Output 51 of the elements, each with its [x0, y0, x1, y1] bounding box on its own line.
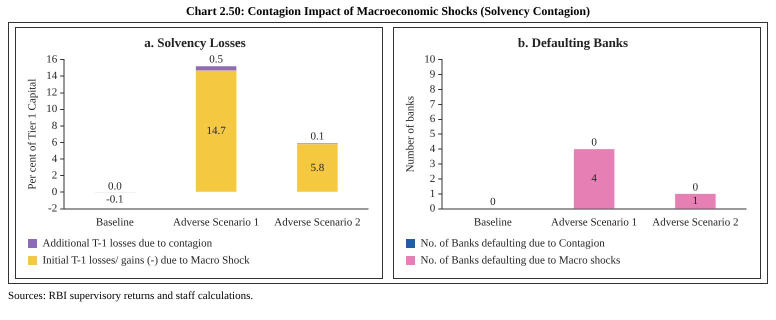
- data-label: 0.1: [310, 130, 324, 143]
- y-tick-label: 4: [52, 152, 58, 165]
- x-tick-label: Baseline: [96, 216, 134, 228]
- x-tick-label: Adverse Scenario 2: [274, 216, 360, 228]
- y-tick-label: 16: [46, 53, 58, 66]
- bar: [196, 70, 236, 192]
- x-tick-label: Adverse Scenario 1: [551, 216, 638, 228]
- y-tick-label: -2: [48, 202, 58, 215]
- data-label: 0.5: [209, 54, 224, 66]
- y-tick-label: 0: [430, 202, 436, 215]
- legend-label: No. of Banks defaulting due to Contagion: [420, 237, 606, 250]
- data-label: 4: [591, 172, 598, 185]
- x-tick-label: Baseline: [474, 216, 512, 228]
- y-tick-label: 10: [424, 53, 436, 66]
- bar: [297, 144, 338, 192]
- y-tick-label: 2: [430, 172, 436, 185]
- chart-title: b. Defaulting Banks: [518, 35, 628, 50]
- caption: Chart 2.50: Contagion Impact of Macroeconomic Shocks (Solvency Contagion): [184, 3, 592, 20]
- y-tick-label: 12: [46, 86, 58, 99]
- y-tick-label: 7: [430, 98, 436, 110]
- legend-label: Additional T-1 losses due to contagion: [42, 237, 213, 250]
- source-note: Sources: RBI supervisory returns and staff calculations.: [8, 290, 254, 302]
- y-tick-label: 1: [430, 188, 436, 200]
- data-label: -0.1: [106, 193, 124, 206]
- data-label: 5.8: [310, 162, 325, 174]
- y-tick-label: 3: [430, 158, 436, 170]
- y-tick-label: 14: [46, 70, 58, 82]
- y-tick-label: 10: [46, 103, 58, 116]
- data-label: 0: [591, 136, 598, 149]
- bar: [196, 66, 236, 70]
- y-tick-label: 9: [430, 68, 436, 80]
- data-label: 0.0: [108, 180, 122, 192]
- y-tick-label: 8: [52, 120, 58, 132]
- y-axis-title: Number of banks: [404, 96, 416, 172]
- y-tick-label: 2: [52, 170, 58, 182]
- data-label: 0: [490, 196, 496, 208]
- y-tick-label: 4: [430, 143, 436, 156]
- data-label: 14.7: [206, 124, 226, 137]
- y-axis-title: Per cent of Tier 1 Capital: [26, 78, 38, 190]
- x-tick-label: Adverse Scenario 1: [173, 216, 260, 228]
- x-tick-label: Adverse Scenario 2: [652, 216, 738, 228]
- legend-label: No. of Banks defaulting due to Macro shocks: [420, 254, 620, 266]
- y-tick-label: 8: [430, 83, 436, 96]
- y-tick-label: 5: [430, 128, 436, 140]
- data-label: 0: [692, 181, 699, 194]
- chart-title: a. Solvency Losses: [144, 35, 246, 50]
- legend-label: Initial T-1 losses/ gains (-) due to Macro Shock: [42, 254, 250, 266]
- y-tick-label: 0: [52, 186, 58, 198]
- data-label: 1: [692, 194, 698, 207]
- y-tick-label: 6: [430, 113, 436, 126]
- y-tick-label: 6: [52, 136, 58, 148]
